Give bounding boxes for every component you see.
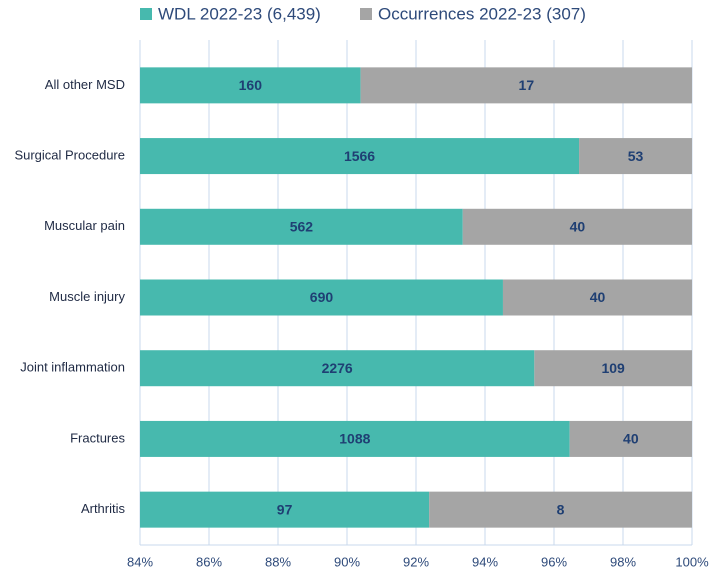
value-label: 40	[570, 218, 586, 234]
category-label: Muscular pain	[44, 218, 125, 233]
bar-segment	[140, 138, 580, 175]
value-label: 1088	[339, 431, 370, 447]
bar-segment	[140, 279, 503, 316]
value-label: 17	[519, 77, 535, 93]
value-label: 53	[628, 148, 644, 164]
bar-segment	[140, 491, 430, 528]
bar-segment	[579, 138, 692, 175]
value-label: 40	[590, 289, 606, 305]
value-label: 109	[601, 360, 625, 376]
value-label: 1566	[344, 148, 375, 164]
x-tick-label: 96%	[541, 554, 567, 569]
value-label: 562	[290, 218, 314, 234]
bar-segment	[502, 279, 692, 316]
category-label: Surgical Procedure	[14, 148, 125, 163]
value-label: 2276	[322, 360, 353, 376]
bar-segment	[360, 67, 692, 104]
value-label: 40	[623, 431, 639, 447]
x-tick-label: 90%	[334, 554, 360, 569]
bar-segment	[462, 208, 692, 245]
x-tick-label: 92%	[403, 554, 429, 569]
bar-segment	[429, 491, 692, 528]
legend-label: WDL 2022-23 (6,439)	[158, 4, 321, 23]
value-label: 97	[277, 501, 293, 517]
category-label: Fractures	[70, 430, 125, 445]
value-label: 8	[557, 501, 565, 517]
x-tick-label: 88%	[265, 554, 291, 569]
x-tick-label: 86%	[196, 554, 222, 569]
bar-segment	[534, 350, 692, 387]
x-tick-label: 98%	[610, 554, 636, 569]
bar-segment	[569, 420, 692, 457]
category-label: Joint inflammation	[20, 360, 125, 375]
x-tick-label: 84%	[127, 554, 153, 569]
legend-swatch	[140, 8, 152, 20]
x-tick-label: 100%	[675, 554, 709, 569]
category-label: Arthritis	[81, 501, 126, 516]
bar-segment	[140, 350, 535, 387]
value-label: 690	[310, 289, 334, 305]
legend-label: Occurrences 2022-23 (307)	[378, 4, 586, 23]
category-label: All other MSD	[45, 77, 125, 92]
legend-swatch	[360, 8, 372, 20]
bar-segment	[140, 420, 570, 457]
x-tick-label: 94%	[472, 554, 498, 569]
value-label: 160	[239, 77, 263, 93]
bar-segment	[140, 208, 463, 245]
bar-segment	[140, 67, 361, 104]
category-label: Muscle injury	[49, 289, 125, 304]
